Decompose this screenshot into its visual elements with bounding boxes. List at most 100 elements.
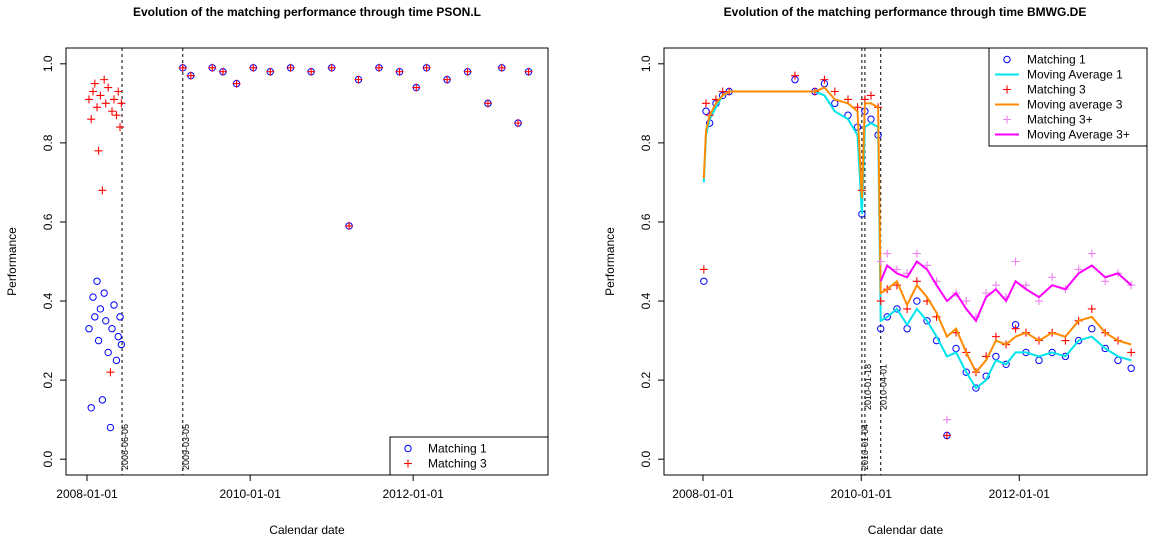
- point: [972, 384, 980, 392]
- point: [112, 111, 121, 120]
- point: [1003, 55, 1011, 64]
- point: [962, 297, 971, 306]
- series-line: [702, 86, 1132, 375]
- point: [483, 99, 492, 108]
- point: [702, 99, 710, 108]
- point: [249, 63, 258, 72]
- point: [114, 87, 123, 96]
- event-label: 2010-01-04: [860, 424, 870, 470]
- point: [116, 123, 125, 132]
- point: [404, 444, 412, 453]
- point: [186, 71, 195, 80]
- point: [867, 115, 875, 123]
- x-tick-label: 2012-01-01: [989, 487, 1051, 501]
- y-tick-label: 0.2: [41, 371, 55, 388]
- point: [1127, 348, 1136, 357]
- point: [117, 99, 126, 108]
- x-tick-label: 2008-01-01: [672, 487, 734, 501]
- plot-frame: [663, 47, 1148, 476]
- point: [102, 317, 110, 325]
- event-label: 2008-06-06: [120, 424, 130, 470]
- point: [218, 67, 227, 76]
- x-axis-label: Calendar date: [269, 523, 345, 537]
- legend-label: Matching 1: [1027, 53, 1086, 67]
- point: [101, 99, 110, 108]
- y-tick-label: 0.8: [639, 134, 653, 151]
- point: [1061, 336, 1070, 345]
- point: [116, 313, 124, 321]
- legend-label: Matching 3: [428, 457, 487, 471]
- point: [524, 67, 533, 76]
- point: [87, 115, 96, 124]
- point: [93, 103, 102, 112]
- point: [1003, 115, 1011, 124]
- point: [107, 107, 116, 116]
- legend-box: [988, 47, 1148, 147]
- point: [1003, 85, 1011, 94]
- point: [117, 340, 126, 349]
- point: [844, 95, 853, 104]
- point: [94, 336, 103, 345]
- point: [91, 313, 99, 321]
- legend-label: Moving Average 1: [1027, 68, 1123, 82]
- point: [830, 87, 839, 96]
- event-label: 2010-01-18: [863, 364, 873, 410]
- point: [913, 297, 921, 305]
- legend-label: Matching 1: [428, 442, 487, 456]
- point: [106, 368, 115, 377]
- event-label: 2010-04-01: [879, 364, 889, 410]
- plot-area: [699, 71, 1136, 440]
- legend-label: Matching 3: [1027, 83, 1086, 97]
- point: [89, 293, 97, 301]
- point: [497, 63, 506, 72]
- point: [1087, 249, 1096, 258]
- x-tick-label: 2012-01-01: [382, 487, 444, 501]
- point: [112, 356, 121, 365]
- point: [1011, 257, 1020, 266]
- point: [952, 344, 960, 353]
- point: [700, 277, 708, 285]
- point: [962, 368, 970, 376]
- point: [1074, 265, 1083, 274]
- point: [100, 75, 109, 84]
- x-tick-label: 2010-01-01: [831, 487, 893, 501]
- chart-title: Evolution of the matching performance th…: [724, 5, 1087, 19]
- point: [514, 119, 523, 128]
- y-tick-label: 0.4: [639, 292, 653, 309]
- legend-box: [389, 436, 549, 476]
- point: [991, 332, 1000, 341]
- point: [877, 325, 885, 333]
- point: [89, 87, 98, 96]
- point: [327, 63, 336, 72]
- point: [114, 332, 122, 341]
- y-tick-label: 1.0: [639, 55, 653, 72]
- y-axis-label: Performance: [603, 227, 617, 296]
- point: [1087, 304, 1096, 313]
- point: [90, 79, 99, 88]
- point: [463, 67, 472, 76]
- point: [1088, 325, 1096, 333]
- point: [395, 67, 404, 76]
- point: [860, 95, 869, 104]
- x-tick-label: 2010-01-01: [219, 487, 281, 501]
- point: [412, 83, 421, 92]
- point: [208, 63, 217, 72]
- point: [1048, 273, 1057, 282]
- point: [1034, 297, 1043, 306]
- point: [100, 289, 108, 297]
- point: [232, 79, 241, 88]
- point: [883, 249, 892, 258]
- chart-title: Evolution of the matching performance th…: [133, 5, 481, 19]
- point: [108, 325, 116, 333]
- point: [96, 91, 105, 100]
- point: [94, 146, 103, 155]
- y-tick-label: 0.6: [639, 213, 653, 230]
- point: [853, 103, 862, 112]
- point: [699, 265, 708, 274]
- point: [912, 249, 921, 258]
- point: [942, 431, 951, 440]
- point: [820, 75, 829, 84]
- point: [866, 91, 875, 100]
